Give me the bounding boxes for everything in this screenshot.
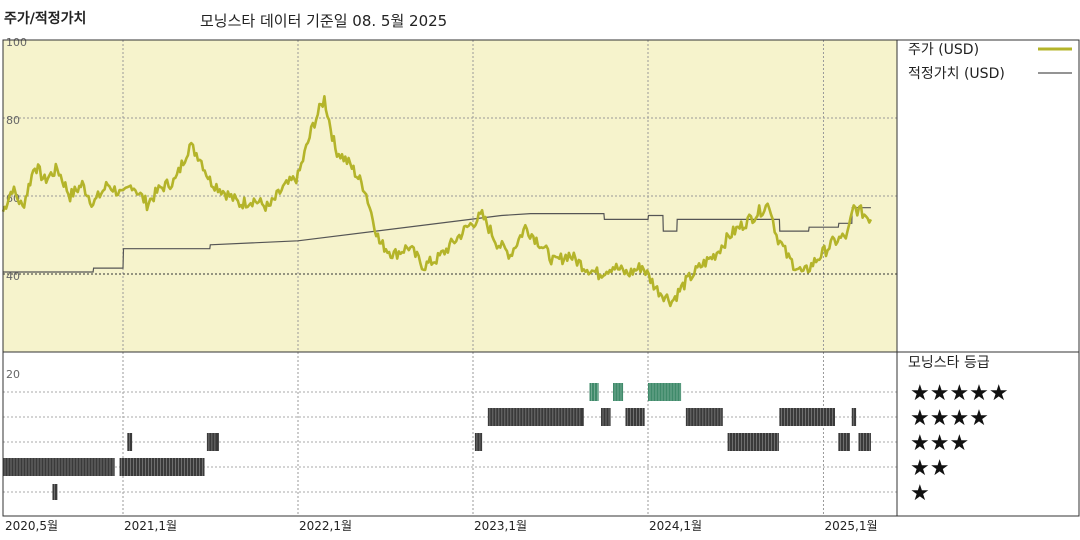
chart-frame xyxy=(2,39,1080,517)
x-tick-label: 2023,1월 xyxy=(474,519,527,533)
fair-value-series xyxy=(3,207,871,273)
rating-bar xyxy=(487,408,584,426)
rating-level-label: ★★★★ xyxy=(910,406,989,431)
y-tick-label: 80 xyxy=(6,114,20,127)
rating-bar xyxy=(727,433,779,451)
rating-bar-fill xyxy=(474,433,483,451)
rating-bar xyxy=(589,383,599,401)
rating-level-label: ★★ xyxy=(910,456,949,481)
rating-bar-fill xyxy=(601,408,611,426)
rating-bar xyxy=(601,408,611,426)
rating-bar-fill xyxy=(727,433,779,451)
rating-bar xyxy=(119,458,205,476)
rating-bar xyxy=(838,433,850,451)
rating-bar xyxy=(685,408,723,426)
rating-bar xyxy=(613,383,624,401)
rating-bar xyxy=(127,433,133,451)
rating-bar xyxy=(474,433,483,451)
rating-bar-fill xyxy=(3,458,115,476)
rating-level-label: ★★★ xyxy=(910,431,969,456)
rating-bar xyxy=(3,458,115,476)
price-line xyxy=(1,95,873,308)
x-tick-label: 2021,1월 xyxy=(124,519,177,533)
legend-fair-label: 적정가치 (USD) xyxy=(908,66,1005,82)
rating-legend-title: 모닝스타 등급 xyxy=(908,355,990,371)
rating-bar-fill xyxy=(838,433,850,451)
x-tick-label: 2022,1월 xyxy=(299,519,352,533)
rating-bar-fill xyxy=(625,408,645,426)
chart-title: 주가/적정가치 xyxy=(4,11,87,27)
legend-price-label: 주가 (USD) xyxy=(908,42,979,58)
y-tick-label: 100 xyxy=(6,36,27,49)
legend: 주가 (USD) 적정가치 (USD) 모닝스타 등급 xyxy=(908,42,1072,371)
x-tick-label: 2025,1월 xyxy=(824,519,877,533)
rating-bar-fill xyxy=(779,408,835,426)
rating-bar xyxy=(52,484,58,500)
y-tick-label: 40 xyxy=(6,270,20,283)
rating-bar-fill xyxy=(858,433,871,451)
rating-bar xyxy=(779,408,835,426)
fair-value-line xyxy=(3,207,871,273)
rating-level-label: ★★★★★ xyxy=(910,381,1009,406)
x-tick-label: 2024,1월 xyxy=(649,519,702,533)
rating-bar-fill xyxy=(487,408,584,426)
rating-level-label: ★ xyxy=(910,481,930,506)
price-panel-background xyxy=(3,40,897,352)
rating-bar-fill xyxy=(851,408,857,426)
rating-bar-fill xyxy=(52,484,58,500)
rating-bar-fill xyxy=(127,433,133,451)
outer-border xyxy=(2,39,1080,517)
rating-bar-fill xyxy=(685,408,723,426)
rating-bars xyxy=(3,383,871,500)
rating-bar xyxy=(648,383,682,401)
rating-bar-fill xyxy=(648,383,682,401)
rating-bar xyxy=(858,433,871,451)
rating-bar-fill xyxy=(206,433,219,451)
rating-bar-fill xyxy=(589,383,599,401)
rating-bar-fill xyxy=(119,458,205,476)
rating-bar xyxy=(851,408,857,426)
rating-bar xyxy=(206,433,219,451)
rating-bar-fill xyxy=(613,383,624,401)
price-series xyxy=(1,95,873,308)
x-tick-labels: 2020,5월 2021,1월 2022,1월 2023,1월 2024,1월 2025,… xyxy=(5,519,878,533)
chart-subtitle: 모닝스타 데이터 기준일 08. 5월 2025 xyxy=(200,12,448,30)
y-tick-label: 20 xyxy=(6,368,20,381)
x-tick-label: 2020,5월 xyxy=(5,519,58,533)
rating-level-labels: ★★★★★★★★★★★★★★★ xyxy=(910,381,1009,506)
rating-bar xyxy=(625,408,645,426)
